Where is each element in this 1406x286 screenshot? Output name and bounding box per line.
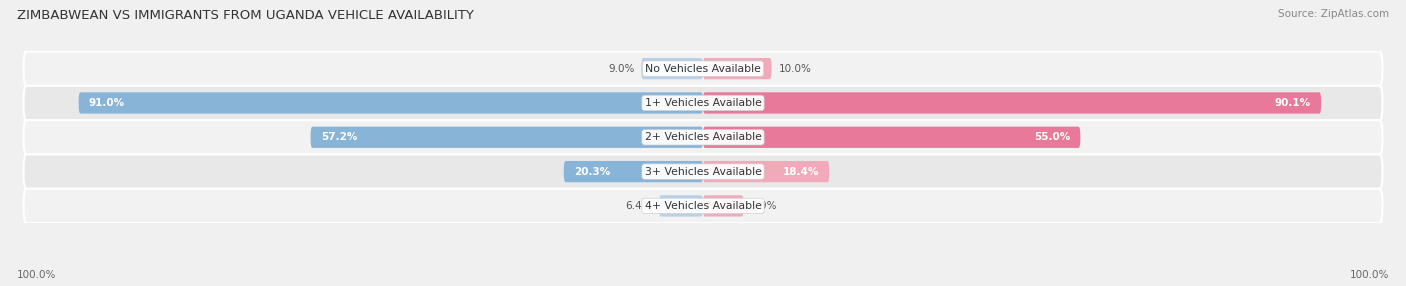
FancyBboxPatch shape [24, 154, 1382, 189]
Text: Source: ZipAtlas.com: Source: ZipAtlas.com [1278, 9, 1389, 19]
Text: 4+ Vehicles Available: 4+ Vehicles Available [644, 201, 762, 211]
FancyBboxPatch shape [703, 92, 1322, 114]
FancyBboxPatch shape [79, 92, 703, 114]
Text: 91.0%: 91.0% [89, 98, 125, 108]
FancyBboxPatch shape [564, 161, 703, 182]
Text: 90.1%: 90.1% [1275, 98, 1310, 108]
Text: 5.9%: 5.9% [751, 201, 778, 211]
Text: 100.0%: 100.0% [17, 270, 56, 280]
FancyBboxPatch shape [703, 195, 744, 217]
FancyBboxPatch shape [24, 189, 1382, 223]
Text: No Vehicles Available: No Vehicles Available [645, 64, 761, 74]
Text: 18.4%: 18.4% [783, 167, 818, 176]
FancyBboxPatch shape [311, 127, 703, 148]
FancyBboxPatch shape [24, 120, 1382, 154]
FancyBboxPatch shape [659, 195, 703, 217]
Text: 55.0%: 55.0% [1033, 132, 1070, 142]
FancyBboxPatch shape [703, 127, 1080, 148]
Text: 2+ Vehicles Available: 2+ Vehicles Available [644, 132, 762, 142]
Text: 100.0%: 100.0% [1350, 270, 1389, 280]
Text: 10.0%: 10.0% [779, 64, 811, 74]
Text: 3+ Vehicles Available: 3+ Vehicles Available [644, 167, 762, 176]
FancyBboxPatch shape [24, 86, 1382, 120]
Text: 9.0%: 9.0% [607, 64, 634, 74]
FancyBboxPatch shape [24, 51, 1382, 86]
FancyBboxPatch shape [703, 161, 830, 182]
Text: 20.3%: 20.3% [574, 167, 610, 176]
Text: 1+ Vehicles Available: 1+ Vehicles Available [644, 98, 762, 108]
FancyBboxPatch shape [641, 58, 703, 79]
Text: ZIMBABWEAN VS IMMIGRANTS FROM UGANDA VEHICLE AVAILABILITY: ZIMBABWEAN VS IMMIGRANTS FROM UGANDA VEH… [17, 9, 474, 21]
Text: 57.2%: 57.2% [321, 132, 357, 142]
FancyBboxPatch shape [703, 58, 772, 79]
Text: 6.4%: 6.4% [626, 201, 652, 211]
